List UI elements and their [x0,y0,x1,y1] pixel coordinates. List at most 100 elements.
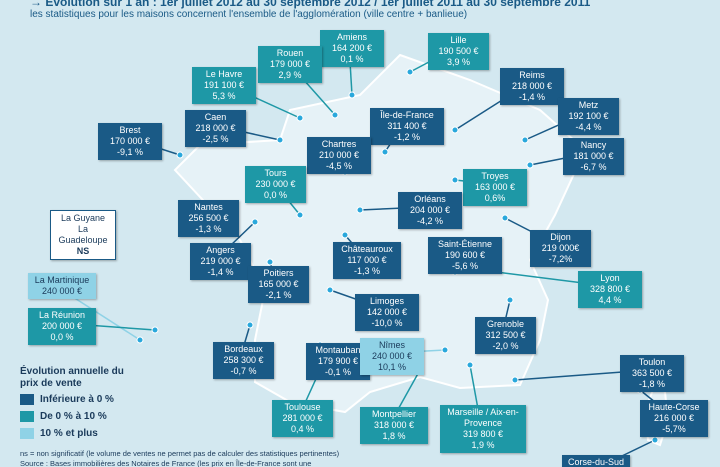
callout-price: 192 100 € [568,111,609,121]
callout-change: -1,2 % [393,132,420,142]
callout-change: -5,7% [662,424,686,434]
callout-name: Montauban [315,345,361,355]
city-dot [521,136,529,144]
callout: Caen 218 000 € -2,5 % [185,110,246,147]
callout-price: 179 900 € [317,356,359,366]
callout-price: 142 000 € [366,307,408,317]
callout: Corse-du-Sud [562,455,630,467]
city-dot [266,258,274,266]
callout-change: 2,9 % [278,70,302,80]
callout-name: Poitiers [263,268,294,278]
callout: Haute-Corse 216 000 € -5,7% [640,400,708,437]
callout-change: 4,4 % [598,295,622,305]
callout-price: 181 000 € [573,151,614,161]
callout-price: 258 300 € [223,355,264,365]
callout-price: 190 600 € [444,250,486,260]
city-dot [651,436,659,444]
callout: Dijon 219 000€ -7,2% [530,230,591,267]
callout-change: 0,1 % [340,54,364,64]
callout-price: 219 000 € [200,256,241,266]
callout-change: -1,3 % [353,266,380,276]
callout-price: 179 000 € [269,59,311,69]
callout-name: Brest [119,125,141,135]
callout-change: -4,2 % [416,216,443,226]
callout-price: 219 000€ [541,243,580,253]
title: → Évolution sur 1 an : 1er juillet 2012 … [30,0,590,9]
callout: Saint-Étienne 190 600 € -5,6 % [428,237,502,274]
city-dot [511,376,519,384]
callout-name: Amiens [336,32,367,42]
callout-change: 0,6% [484,193,506,203]
callout-name: Angers [206,245,235,255]
callout-price: 318 000 € [373,420,415,430]
callout: La Réunion 200 000 €0,0 % [28,308,96,345]
callout: Metz 192 100 € -4,4 % [558,98,619,135]
legend-label: De 0 % à 10 % [40,411,107,422]
callout-change: -5,6 % [451,261,478,271]
callout-price: 328 800 € [589,284,631,294]
callout-change: -0,7 % [230,366,257,376]
callout: Bordeaux 258 300 € -0,7 % [213,342,274,379]
callout-price: 164 200 € [331,43,373,53]
callout-price: 163 000 € [474,182,516,192]
callout-name: Le Havre [205,69,243,79]
callout: Orléans 204 000 € -4,2 % [398,192,462,229]
callout-change: -4,4 % [575,122,602,132]
subtitle: les statistiques pour les maisons concer… [30,9,468,20]
city-dot [381,148,389,156]
callout-change: -4,5 % [325,161,352,171]
legend-label: 10 % et plus [40,428,98,439]
callout: Île-de-France 311 400 € -1,2 % [370,108,444,145]
callout-name: Lille [450,35,467,45]
overseas-status: NS [76,246,90,256]
callout-name: Lyon [600,273,620,283]
callout: Grenoble 312 500 € -2,0 % [475,317,536,354]
callout-change: 10,1 % [377,362,407,372]
city-dot [451,176,459,184]
city-dot [296,211,304,219]
callout-change: -2,0 % [492,341,519,351]
callout-change: -0,1 % [324,367,351,377]
callout-change: 0,0 % [50,332,74,342]
callout: Toulon 363 500 € -1,8 % [620,355,684,392]
callout-price: 210 000 € [318,150,360,160]
callout-name: Île-de-France [380,110,434,120]
overseas-line: La Guyane [60,213,106,223]
city-dot [341,231,349,239]
callout: Tours 230 000 €0,0 % [245,166,306,203]
callout-price: 312 500 € [485,330,526,340]
city-dot [276,136,284,144]
callout: Angers 219 000 € -1,4 % [190,243,251,280]
callout: Montpellier 318 000 €1,8 % [360,407,428,444]
callout: Poitiers 165 000 € -2,1 % [248,266,309,303]
callout-name: Nantes [194,202,223,212]
callout-price: 170 000 € [109,136,151,146]
city-dot [251,218,259,226]
city-dot [506,296,514,304]
callout-name: La Réunion [38,310,86,320]
callout-name: Reims [519,70,545,80]
callout-name: Bordeaux [224,344,263,354]
overseas-line: La Guadeloupe [58,224,108,245]
callout: Reims 218 000 € -1,4 % [500,68,564,105]
callout-price: 363 500 € [631,368,673,378]
callout: Lyon 328 800 €4,4 % [578,271,642,308]
callout-name: Rouen [276,48,304,58]
callout: Lille 190 500 €3,9 % [428,33,489,70]
callout-name: Marseille / Aix-en-Provence [447,407,519,428]
callout-change: -9,1 % [116,147,143,157]
callout-name: Toulon [638,357,666,367]
callout: Nîmes 240 000 €10,1 % [360,338,424,375]
callout-price: 240 000 € [41,286,83,296]
callout-change: -6,7 % [580,162,607,172]
city-dot [501,214,509,222]
callout-price: 218 000 € [511,81,553,91]
city-dot [326,286,334,294]
overseas-box: La Guyane La Guadeloupe NS [50,210,116,260]
city-dot [406,68,414,76]
callout-name: Dijon [550,232,571,242]
callout-name: Chartres [321,139,357,149]
callout-price: 311 400 € [387,121,427,131]
callout: Rouen 179 000 €2,9 % [258,46,322,83]
callout-name: Corse-du-Sud [567,457,625,467]
